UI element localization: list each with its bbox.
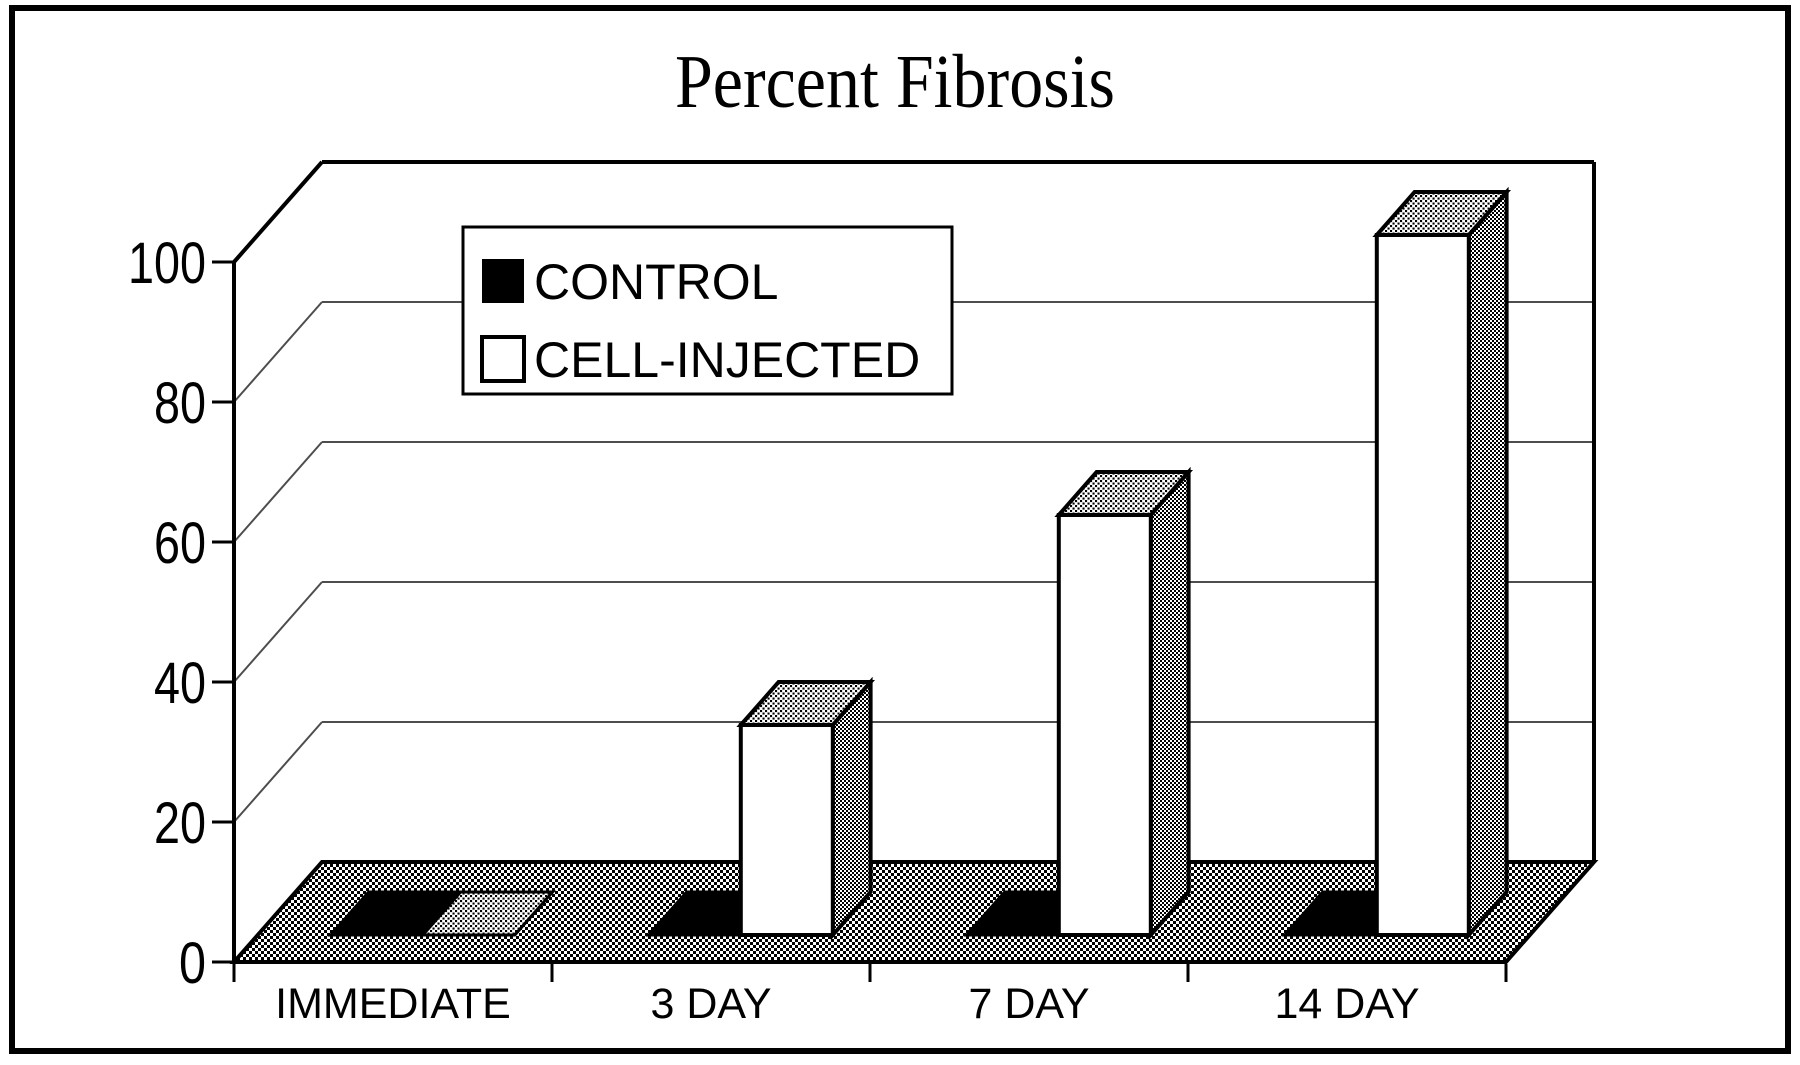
chart-title: Percent Fibrosis bbox=[675, 40, 1115, 124]
bar-front-face bbox=[1374, 233, 1471, 937]
bar-top-face bbox=[419, 890, 556, 937]
bar-side-face bbox=[1148, 466, 1191, 941]
wall-top-left-edge bbox=[232, 160, 324, 264]
y-tick-label-100: 100 bbox=[128, 231, 206, 296]
bar-cell-injected-7-day bbox=[1054, 466, 1194, 941]
y-tick-label-60: 60 bbox=[154, 511, 206, 576]
gridline-wall-20 bbox=[233, 721, 323, 823]
legend-swatch-control bbox=[482, 259, 524, 303]
bar-cell-injected-3-day bbox=[736, 676, 876, 941]
x-label-7-day: 7 DAY bbox=[968, 980, 1089, 1028]
bar-side-face bbox=[1466, 186, 1509, 941]
y-tick-label-80: 80 bbox=[154, 371, 206, 436]
gridline-wall-60 bbox=[233, 441, 323, 543]
y-tick-label-20: 20 bbox=[154, 791, 206, 856]
legend: CONTROL CELL-INJECTED bbox=[461, 225, 954, 396]
legend-label-cell-injected: CELL-INJECTED bbox=[534, 332, 920, 388]
legend-box bbox=[461, 225, 954, 396]
gridline-wall-80 bbox=[233, 301, 323, 403]
bar-front-face bbox=[1056, 513, 1153, 937]
gridline-wall-40 bbox=[233, 581, 323, 683]
axes: 0 20 40 60 80 100 IMMEDIATE 3 DAY 7 DAY 14 DAY bbox=[128, 231, 1508, 1028]
x-label-14-day: 14 DAY bbox=[1275, 980, 1420, 1028]
bar-front-face bbox=[738, 723, 835, 937]
bars bbox=[327, 186, 1512, 941]
chart-floor bbox=[229, 860, 1599, 964]
y-tick-label-40: 40 bbox=[154, 651, 206, 716]
bar-cell-injected-immediate bbox=[419, 890, 556, 937]
figure-border bbox=[9, 5, 1791, 1054]
left-wall bbox=[234, 162, 322, 962]
y-tick-label-0: 0 bbox=[179, 931, 206, 996]
bar-cell-injected-14-day bbox=[1372, 186, 1512, 941]
legend-label-control: CONTROL bbox=[534, 254, 778, 310]
legend-swatch-cell-injected bbox=[480, 335, 526, 383]
x-label-3-day: 3 DAY bbox=[650, 980, 771, 1028]
x-label-immediate: IMMEDIATE bbox=[275, 980, 511, 1028]
